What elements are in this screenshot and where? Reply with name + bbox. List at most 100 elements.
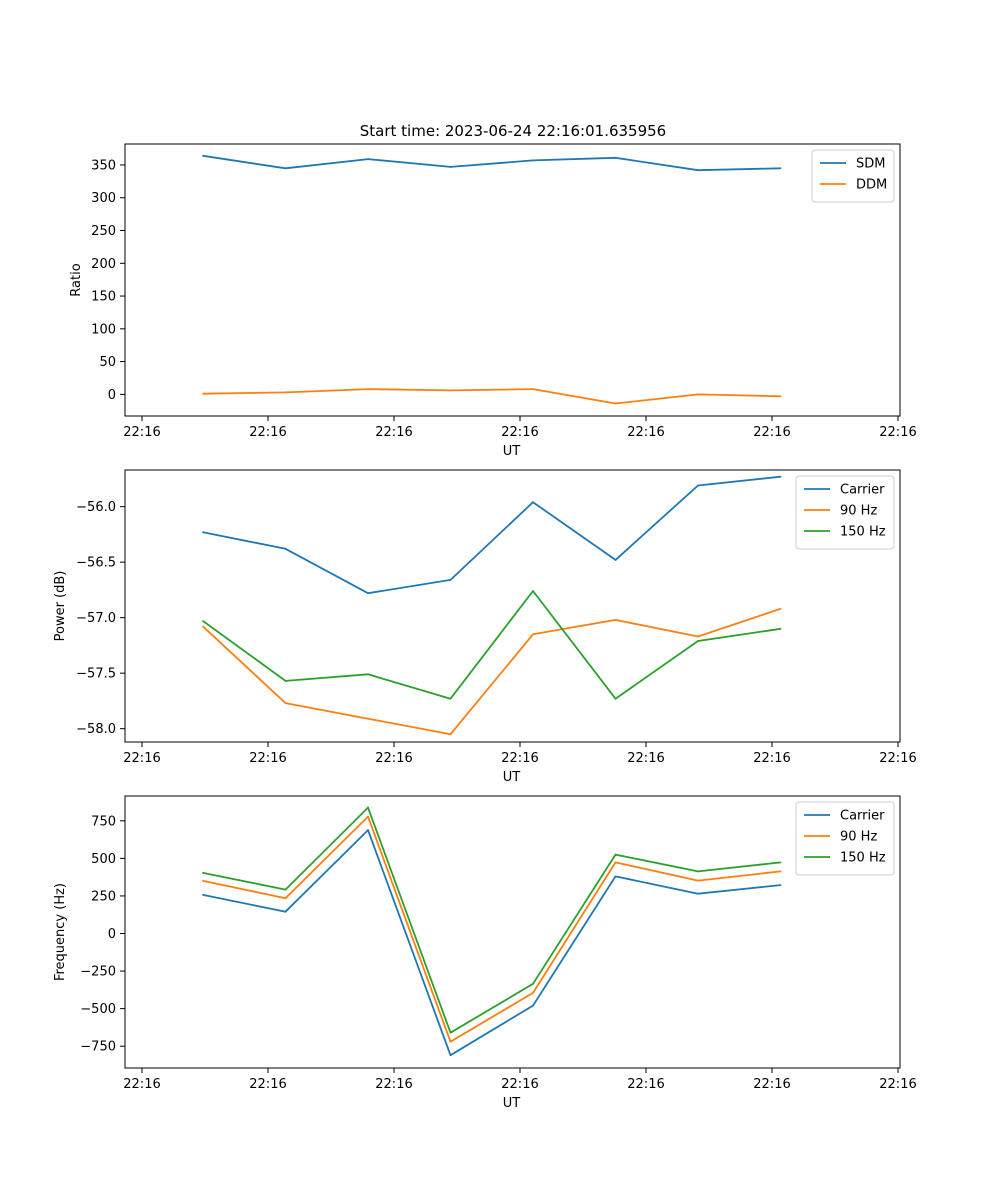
subplot-1: 0 50 100 150 200 250 300 350 22:16 22:16 22:16 22:1… [69,143,917,459]
data-point [614,697,617,700]
data-point [284,897,287,900]
legend-label: Carrier [840,483,885,498]
data-point [202,625,204,628]
data-point [532,991,534,994]
data-point [367,815,369,818]
x-tick-label: 22:16 [375,1077,412,1092]
data-point [284,167,287,170]
data-point [779,884,782,887]
data-point [779,395,782,398]
y-tick-label: 750 [91,814,116,829]
y-tick-label: −250 [80,965,116,980]
data-point [697,640,699,642]
data-point [367,158,369,160]
x-tick-label: 22:16 [249,1077,286,1092]
data-point [532,501,534,504]
data-point [532,388,534,391]
y-tick-label: 300 [91,191,116,206]
data-point [614,618,617,621]
data-point [779,167,782,170]
x-axis-label: UT [503,1096,521,1111]
y-tick-label: 0 [108,927,116,942]
data-point [614,156,617,159]
y-tick-label: 100 [91,322,116,337]
data-point [532,159,534,162]
legend-label: 90 Hz [840,830,877,845]
series-line-carrier [202,829,781,1057]
x-tick-label: 22:16 [501,1077,538,1092]
data-point [284,680,287,682]
y-tick-label: −57.5 [76,667,116,682]
data-point [697,879,699,882]
data-point [532,590,534,592]
x-tick-label: 22:16 [375,751,412,766]
x-tick-label: 22:16 [501,425,538,440]
data-point [449,1040,452,1043]
y-tick-label: 150 [91,290,116,305]
x-tick-label: 22:16 [123,425,160,440]
data-point [202,872,204,874]
legend-label: 90 Hz [840,504,877,519]
data-point [449,1054,452,1057]
legend-label: 150 Hz [840,525,886,540]
data-point [697,892,699,895]
data-point [284,391,287,394]
x-tick-label: 22:16 [753,751,790,766]
x-tick-label: 22:16 [627,425,664,440]
x-axis-label: UT [503,444,521,459]
data-point [779,475,782,478]
y-axis-label: Power (dB) [53,571,68,642]
data-point [367,388,369,391]
data-point [779,870,782,873]
series-line-90-hz [202,607,781,736]
x-tick-label: 22:16 [879,1077,916,1092]
data-point [449,733,452,736]
legend: SDM DDM [811,149,895,203]
x-tick-label: 22:16 [627,1077,664,1092]
data-point [449,166,452,168]
data-point [532,1004,534,1007]
y-tick-label: −56.5 [76,556,116,571]
series-line-150-hz [202,806,781,1034]
data-point [367,673,369,676]
series-line-90-hz [202,815,781,1043]
data-point [614,875,617,878]
data-point [449,697,452,700]
series-line-ddm [202,388,781,405]
y-tick-label: 0 [108,388,116,403]
y-tick-label: −56.0 [76,500,116,515]
axes-frame [124,795,901,1069]
y-tick-label: 350 [91,158,116,173]
data-point [614,853,617,856]
y-tick-label: 200 [91,257,116,272]
data-point [614,402,617,405]
x-tick-label: 22:16 [375,425,412,440]
x-axis-label: UT [503,770,521,785]
y-tick-label: 50 [99,355,116,370]
legend-label: DDM [856,178,887,193]
y-tick-label: 500 [91,852,116,867]
y-tick-label: −57.0 [76,611,116,626]
data-point [697,870,699,873]
x-tick-label: 22:16 [879,751,916,766]
x-tick-label: 22:16 [249,751,286,766]
legend: Carrier 90 Hz 150 Hz [795,801,895,876]
data-point [367,829,369,832]
axes-frame [124,143,901,417]
data-point [779,607,782,610]
x-tick-label: 22:16 [123,751,160,766]
subplot-2: −56.0 −56.5 −57.0 −57.5 −58.0 22:16 22:16 22:16… [53,469,917,785]
panels: 0 50 100 150 200 250 300 350 22:16 22:16 22:16 22:1… [53,143,917,1111]
x-tick-label: 22:16 [753,425,790,440]
data-point [449,1031,452,1034]
data-point [614,559,617,561]
data-point [697,169,699,172]
data-point [532,633,534,636]
legend-label: Carrier [840,809,885,824]
y-tick-label: −500 [80,1002,116,1017]
data-point [449,389,452,392]
y-axis-label: Ratio [69,263,84,296]
data-point [202,154,204,157]
y-tick-label: −750 [80,1040,116,1055]
